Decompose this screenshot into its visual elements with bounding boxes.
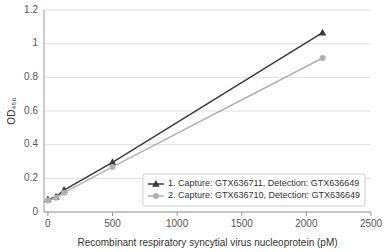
- grid-line: [44, 43, 371, 44]
- x-tick-label: 2500: [360, 218, 383, 229]
- x-tick-label: 0: [45, 218, 51, 229]
- y-tick-label: 1.2: [24, 4, 38, 15]
- x-tick: [112, 212, 113, 216]
- y-tick-label: 1: [32, 37, 38, 48]
- legend-label: 2. Capture: GTX636710, Detection: GTX636…: [168, 190, 360, 200]
- chart: 0 0.2 0.4 0.6 0.8 1 1.2 0 500 1000 1500 2000 2500 Rec…: [0, 0, 385, 252]
- grid-line: [44, 144, 371, 145]
- y-tick-label: 0.6: [24, 105, 38, 116]
- x-axis-label: Recombinant respiratory syncytial virus …: [77, 237, 337, 248]
- grid-line: [44, 10, 371, 11]
- x-tick: [177, 212, 178, 216]
- legend: 1. Capture: GTX636711, Detection: GTX636…: [143, 174, 365, 206]
- y-tick-label: 0: [32, 206, 38, 217]
- x-tick-label: 1500: [231, 218, 254, 229]
- legend-item: 1. Capture: GTX636711, Detection: GTX636…: [148, 178, 359, 188]
- point: [110, 164, 116, 170]
- grid-line: [44, 111, 371, 112]
- point: [61, 190, 67, 196]
- legend-item: 2. Capture: GTX636710, Detection: GTX636…: [148, 190, 360, 200]
- point: [319, 29, 327, 36]
- legend-marker: [152, 180, 160, 187]
- x-tick: [47, 212, 48, 216]
- x-axis-line: [44, 212, 371, 213]
- y-tick-label: 0.8: [24, 71, 38, 82]
- grid-line: [44, 212, 371, 213]
- x-tick-label: 500: [104, 218, 121, 229]
- y-axis-label: OD₄₅₀: [6, 97, 17, 124]
- legend-box: [143, 174, 365, 206]
- x-tick-label: 1000: [166, 218, 189, 229]
- x-tick: [371, 212, 372, 216]
- point: [45, 198, 51, 204]
- legend-label: 1. Capture: GTX636711, Detection: GTX636…: [168, 178, 359, 188]
- x-tick: [241, 212, 242, 216]
- x-tick-label: 2000: [295, 218, 318, 229]
- grid-line: [44, 77, 371, 78]
- y-axis-line: [44, 10, 45, 212]
- y-tick-label: 0.4: [24, 138, 38, 149]
- x-tick: [306, 212, 307, 216]
- point: [53, 195, 59, 201]
- y-grid: [44, 10, 371, 212]
- y-tick-label: 0.2: [24, 172, 38, 183]
- point: [320, 55, 326, 61]
- legend-marker: [153, 193, 159, 199]
